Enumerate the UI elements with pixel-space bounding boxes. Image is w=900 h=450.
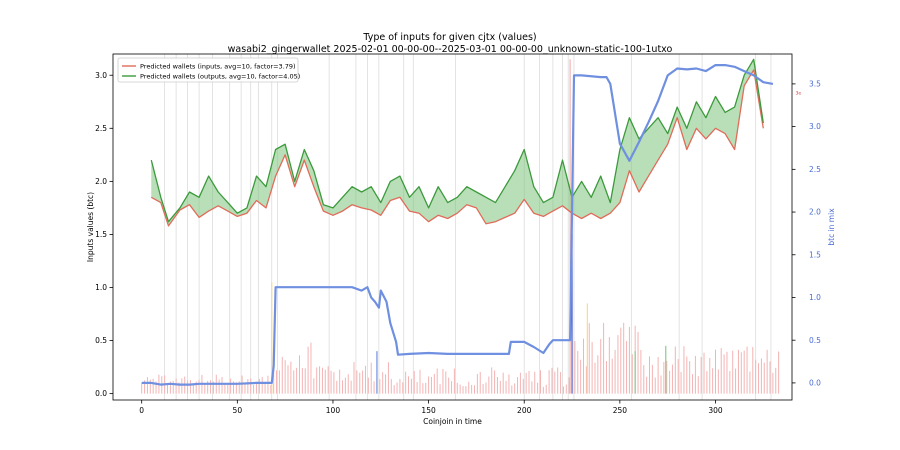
- bars-layer: [141, 59, 780, 394]
- gridlines: [164, 54, 772, 400]
- x-tick-label: 50: [233, 406, 243, 415]
- x-tick-label: 150: [421, 406, 436, 415]
- legend-label: Predicted wallets (outputs, avg=10, fact…: [140, 73, 300, 81]
- y-left-tick-label: 0.5: [95, 336, 107, 345]
- y-left-tick-label: 2.5: [95, 124, 107, 133]
- x-tick-label: 300: [708, 406, 723, 415]
- legend: Predicted wallets (inputs, avg=10, facto…: [117, 57, 300, 83]
- y-right-tick-label: 2.5: [809, 165, 821, 174]
- y-left-tick-label: 1.0: [95, 283, 107, 292]
- fill-between-polygon: [151, 59, 764, 226]
- y-left-tick-label: 1.5: [95, 230, 107, 239]
- x-tick-label: 200: [517, 406, 532, 415]
- y-right-tick-label: 3.5: [809, 80, 821, 89]
- right-axis-marker: 3e: [796, 90, 802, 96]
- y-left-tick-label: 2.0: [95, 177, 107, 186]
- y-right-tick-label: 2.0: [809, 208, 821, 217]
- y-right-tick-label: 0.0: [809, 379, 821, 388]
- y-left-tick-label: 0.0: [95, 389, 107, 398]
- y-right-tick-label: 3.0: [809, 122, 821, 131]
- x-axis-label: Coinjoin in time: [423, 417, 482, 426]
- y-right-tick-label: 0.5: [809, 336, 821, 345]
- x-tick-label: 100: [326, 406, 341, 415]
- series-line: [150, 69, 764, 227]
- plot-frame: [112, 53, 793, 401]
- y-right-tick-label: 1.0: [809, 293, 821, 302]
- series-lines: [141, 58, 774, 386]
- fill-between-area: [151, 59, 764, 226]
- x-tick-label: 250: [613, 406, 628, 415]
- y-right-tick-label: 1.5: [809, 250, 821, 259]
- chart-title: Type of inputs for given cjtx (values): [363, 32, 537, 43]
- x-tick-label: 0: [139, 406, 144, 415]
- y-axis-label-left: Inputs values (btc): [86, 192, 95, 262]
- series-line: [150, 58, 764, 223]
- chart-subtitle: wasabi2_gingerwallet 2025-02-01 00-00-00…: [227, 44, 673, 55]
- legend-label: Predicted wallets (inputs, avg=10, facto…: [140, 63, 296, 71]
- axes: 0 50 100 150 200 250 300 0.0 0.5 1.0 1.5 2.0 2.5 3.0 0…: [86, 53, 836, 426]
- legend-box: [117, 57, 299, 83]
- y-left-tick-label: 3.0: [95, 71, 107, 80]
- y-axis-label-right: btc in mix: [827, 208, 836, 246]
- series-line: [141, 63, 774, 386]
